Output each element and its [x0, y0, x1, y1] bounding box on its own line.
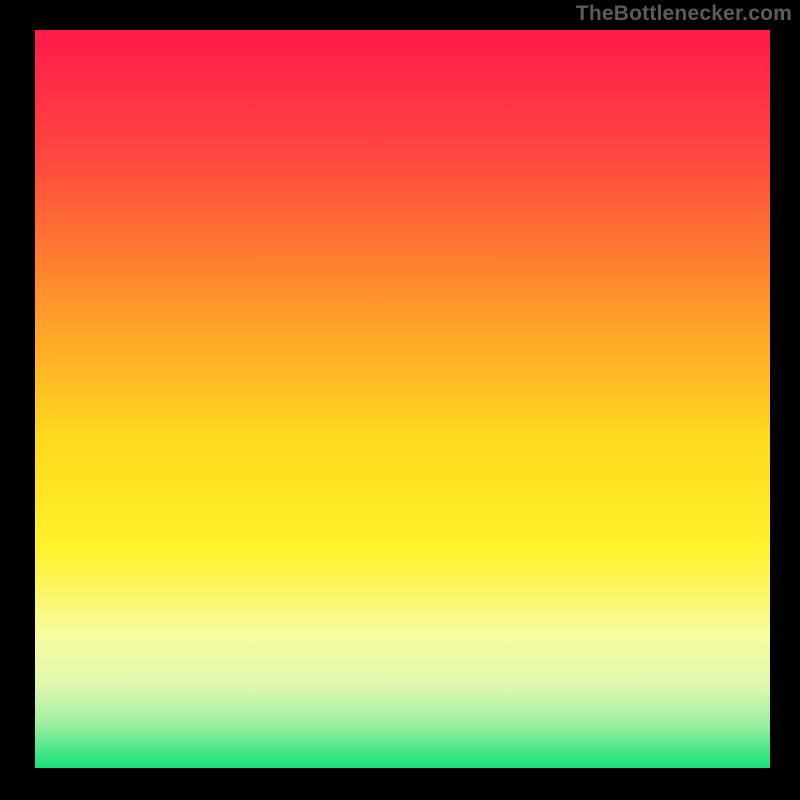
plot-area	[35, 30, 770, 768]
gradient-background	[35, 30, 770, 768]
chart-root: TheBottlenecker.com	[0, 0, 800, 800]
attribution-text: TheBottlenecker.com	[576, 2, 792, 26]
